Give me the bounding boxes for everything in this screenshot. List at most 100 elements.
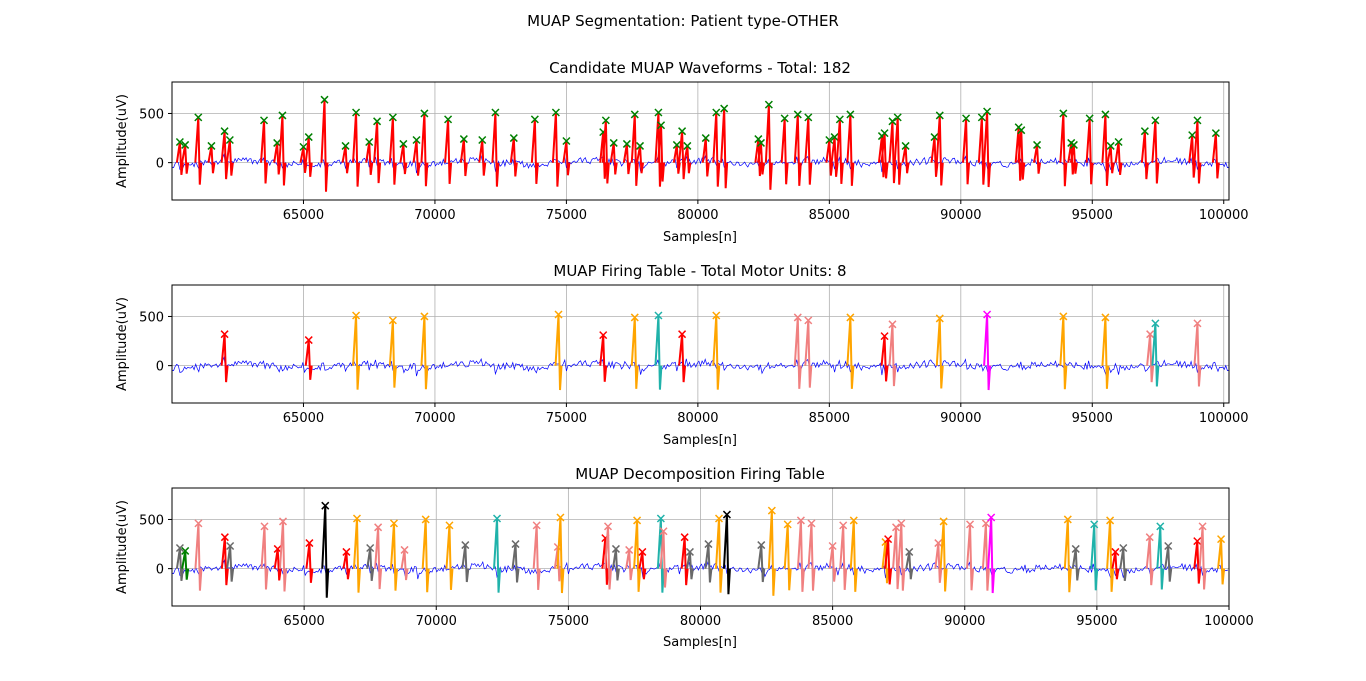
muap-spike [892, 527, 901, 590]
peak-marker [1164, 541, 1173, 551]
muap-spike [846, 317, 855, 389]
peak-marker [704, 540, 713, 549]
x-tick-label: 100000 [1199, 411, 1249, 426]
peak-marker [756, 138, 766, 147]
peak-marker [701, 134, 710, 143]
peak-marker [780, 114, 789, 123]
y-tick-label: 0 [156, 157, 164, 172]
muap-spike [1156, 526, 1165, 590]
muap-spike [365, 141, 374, 175]
panel-3-xticks: 65000 70000 75000 80000 85000 90000 95000 10000… [283, 606, 1254, 629]
muap-spike [304, 136, 313, 177]
muap-spike [532, 525, 541, 590]
muap-spike [672, 144, 681, 174]
muap-spike [685, 551, 694, 580]
peak-marker [901, 141, 910, 150]
muap-spike [601, 120, 610, 184]
x-tick-label: 90000 [940, 208, 981, 223]
muap-spike [1085, 118, 1094, 185]
peak-marker [478, 135, 487, 145]
peak-marker [603, 522, 613, 531]
peak-marker [905, 547, 914, 556]
muap-spike [888, 324, 897, 387]
muap-spike [493, 518, 502, 593]
muap-spike [1069, 144, 1078, 174]
muap-spike [839, 525, 848, 590]
peak-marker [1193, 116, 1202, 125]
muap-spike [625, 549, 634, 581]
muap-spike [1071, 548, 1080, 581]
muap-spike [633, 520, 642, 592]
peak-marker [194, 519, 203, 528]
y-tick-label: 500 [139, 310, 164, 325]
muap-spike [1101, 317, 1110, 389]
x-tick-label: 65000 [283, 614, 324, 629]
muap-spike [1106, 145, 1115, 174]
peak-marker [987, 513, 996, 522]
peak-marker [939, 517, 948, 526]
muap-spike [830, 136, 839, 177]
peak-marker [825, 135, 834, 145]
muap-spike [1188, 134, 1197, 178]
muap-spike [630, 317, 639, 389]
peak-marker [1119, 543, 1128, 553]
panel-2-title: MUAP Firing Table - Total Motor Units: 8 [553, 262, 846, 280]
peak-marker [226, 541, 235, 551]
peak-marker [278, 517, 288, 526]
peak-marker [888, 117, 897, 126]
peak-marker [273, 138, 282, 147]
peak-marker [880, 332, 889, 341]
muap-spike [278, 115, 287, 186]
muap-spike [1106, 520, 1115, 592]
muap-spike [399, 143, 408, 175]
peak-marker [633, 516, 642, 525]
muap-spike [977, 117, 986, 185]
peak-marker [374, 523, 383, 532]
muap-spike [225, 139, 234, 176]
peak-marker [1156, 522, 1165, 531]
muap-spike [556, 517, 565, 594]
muap-spike [352, 518, 361, 593]
peak-marker [884, 535, 893, 544]
panel-3-title: MUAP Decomposition Firing Table [575, 465, 825, 483]
peak-marker [757, 541, 766, 550]
peak-marker [1063, 515, 1072, 524]
peak-marker [720, 104, 729, 113]
muap-spike [511, 543, 520, 583]
x-tick-label: 100000 [1199, 208, 1249, 223]
peak-marker [793, 110, 802, 119]
peak-marker [1140, 127, 1149, 136]
peak-marker [1217, 535, 1226, 544]
peak-marker [835, 115, 844, 124]
muap-spike [299, 146, 308, 174]
peak-marker [611, 544, 620, 553]
muap-spike [659, 531, 668, 588]
peak-marker [299, 142, 308, 151]
peak-marker [562, 136, 571, 146]
muap-spike [305, 542, 314, 583]
peak-marker [654, 311, 663, 320]
peak-marker [420, 312, 429, 321]
muap-spike [901, 145, 910, 174]
panel-2-spikes [220, 310, 1202, 391]
peak-marker [459, 135, 468, 144]
peak-marker [341, 141, 350, 150]
muap-spike [680, 537, 689, 586]
muap-spike [1059, 113, 1068, 187]
peak-marker [657, 121, 666, 130]
muap-spike [1198, 526, 1207, 590]
muap-spike [604, 526, 613, 590]
muap-spike [1151, 120, 1160, 184]
muap-spike [657, 125, 666, 182]
peak-marker [625, 545, 634, 554]
peak-marker [1188, 131, 1197, 140]
muap-spike [509, 137, 518, 177]
muap-spike [981, 523, 990, 591]
muap-spike [1145, 537, 1154, 586]
peak-marker [373, 117, 382, 126]
muap-spike [712, 112, 721, 187]
muap-spike [804, 320, 813, 388]
peak-marker [846, 110, 855, 119]
peak-marker [793, 313, 802, 322]
muap-spike [554, 314, 563, 391]
